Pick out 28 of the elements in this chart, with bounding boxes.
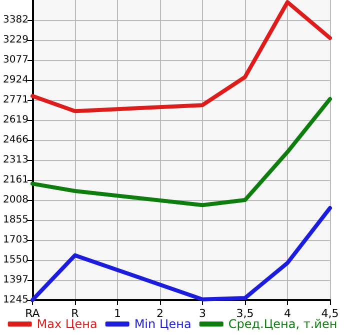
y-tick-label: 2313 bbox=[2, 154, 28, 166]
line-series bbox=[30, 97, 332, 208]
line-series bbox=[30, 0, 332, 114]
y-tick-label: 3229 bbox=[2, 34, 28, 46]
legend-label: Сред.Цена, т.йен bbox=[228, 317, 338, 331]
y-tick-label: 2466 bbox=[2, 134, 28, 146]
legend-label: Max Цена bbox=[36, 317, 98, 331]
x-tick-label: 2 bbox=[156, 307, 164, 320]
y-tick-label: 2771 bbox=[2, 94, 28, 106]
y-tick-label: 2619 bbox=[2, 114, 28, 126]
x-tick-label: 1 bbox=[114, 307, 121, 320]
x-tick-label: RA bbox=[25, 307, 40, 320]
y-tick-label: 1703 bbox=[2, 234, 28, 246]
y-tick-label: 2008 bbox=[2, 194, 28, 206]
x-tick-label: 4 bbox=[284, 307, 291, 320]
x-tick-label: 3 bbox=[198, 307, 206, 320]
y-tick-label: 1397 bbox=[2, 274, 28, 286]
y-tick-label: 3077 bbox=[2, 54, 28, 66]
y-tick-label: 3382 bbox=[2, 14, 28, 26]
x-tick-label: R bbox=[71, 307, 80, 320]
y-tick-label: 1245 bbox=[2, 294, 28, 306]
y-tick-label: 1855 bbox=[2, 214, 28, 226]
y-tick-label: 2161 bbox=[2, 174, 28, 186]
legend-label: Min Цена bbox=[134, 317, 192, 331]
y-tick-label: 1550 bbox=[2, 254, 28, 266]
y-tick-label: 2924 bbox=[2, 74, 28, 86]
x-tick-label: 3,5 bbox=[236, 307, 254, 320]
x-tick-label: 4,5 bbox=[321, 307, 339, 320]
